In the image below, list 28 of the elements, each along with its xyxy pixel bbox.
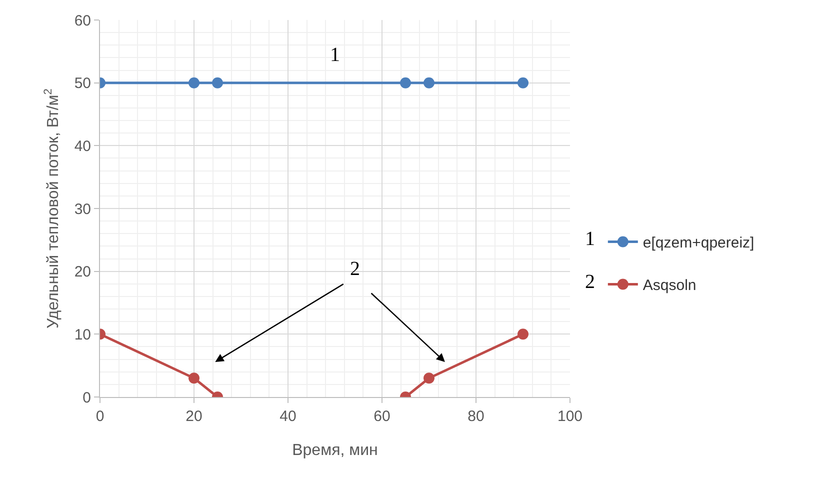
point	[400, 77, 411, 88]
text: 1	[585, 228, 595, 250]
point	[518, 328, 528, 340]
y-tick-label: 40	[74, 138, 91, 155]
point	[518, 77, 528, 88]
annotation: 2	[350, 258, 360, 280]
y-tick-label: 10	[74, 326, 91, 344]
x-axis-title: Время, мин	[292, 442, 378, 459]
y-tick-label: 20	[74, 264, 91, 281]
text: 2	[585, 271, 595, 293]
legend-label: e[qzem+qpereiz]	[642, 234, 754, 252]
y-tick-label: 50	[74, 75, 91, 92]
x-tick-label: 100	[557, 408, 583, 425]
x-tick-label: 60	[374, 408, 390, 425]
annotation: 1	[330, 44, 340, 66]
point	[212, 77, 223, 88]
y-tick-label: 60	[74, 12, 91, 30]
point	[188, 372, 200, 384]
x-tick-label: 20	[186, 408, 202, 425]
y-tick-label: 0	[82, 389, 91, 406]
x-tick-label: 40	[280, 408, 296, 425]
point	[424, 77, 434, 88]
y-tick-label: 30	[74, 200, 91, 218]
point	[188, 77, 200, 88]
x-tick-label: 0	[96, 408, 104, 425]
legend-label: Asqsoln	[642, 277, 696, 294]
x-tick-label: 80	[468, 408, 484, 425]
point	[424, 372, 434, 384]
